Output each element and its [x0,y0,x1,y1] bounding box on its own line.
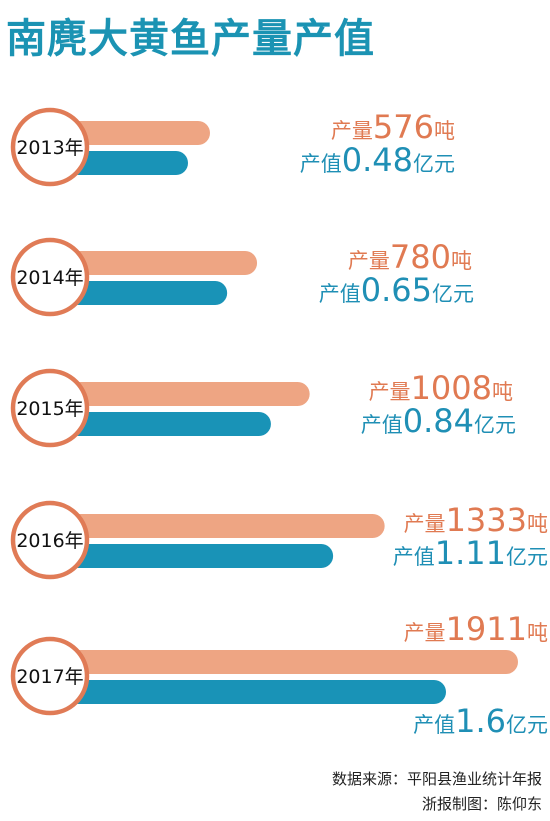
year-circle [10,368,90,448]
chart-title: 南麂大黄鱼产量产值 [6,16,375,62]
year-circle [10,107,90,187]
year-circle [10,636,90,716]
output-label: 产量1333吨 [404,501,548,539]
value-bar [60,281,228,305]
source-note: 数据来源：平阳县渔业统计年报 浙报制图：陈仰东 [332,767,542,817]
value-label: 产值0.48亿元 [300,141,455,179]
year-label: 2017年 [16,666,83,688]
value-bar [60,151,188,175]
year-label: 2014年 [16,267,83,289]
output-bar [60,382,310,406]
data-source-text: 数据来源：平阳县渔业统计年报 [331,770,542,788]
value-bar [60,680,446,704]
value-label: 产值0.65亿元 [319,271,474,309]
output-label: 产量1008吨 [369,369,513,407]
value-bar [60,544,334,568]
output-bar [60,514,385,538]
year-circle [10,500,90,580]
value-label: 产值1.6亿元 [413,702,548,740]
year-circle [10,237,90,317]
value-label: 产值1.11亿元 [393,534,548,572]
year-label: 2015年 [16,398,83,420]
year-label: 2013年 [16,137,83,159]
value-label: 产值0.84亿元 [361,402,516,440]
year-label: 2016年 [16,530,83,552]
output-label: 产量576吨 [331,108,455,146]
output-bar [60,650,518,674]
output-label: 产量1911吨 [404,610,548,648]
output-bar [60,121,210,145]
value-bar [60,412,271,436]
output-bar [60,251,258,275]
output-label: 产量780吨 [348,238,472,276]
credit-text: 浙报制图：陈仰东 [421,795,542,813]
